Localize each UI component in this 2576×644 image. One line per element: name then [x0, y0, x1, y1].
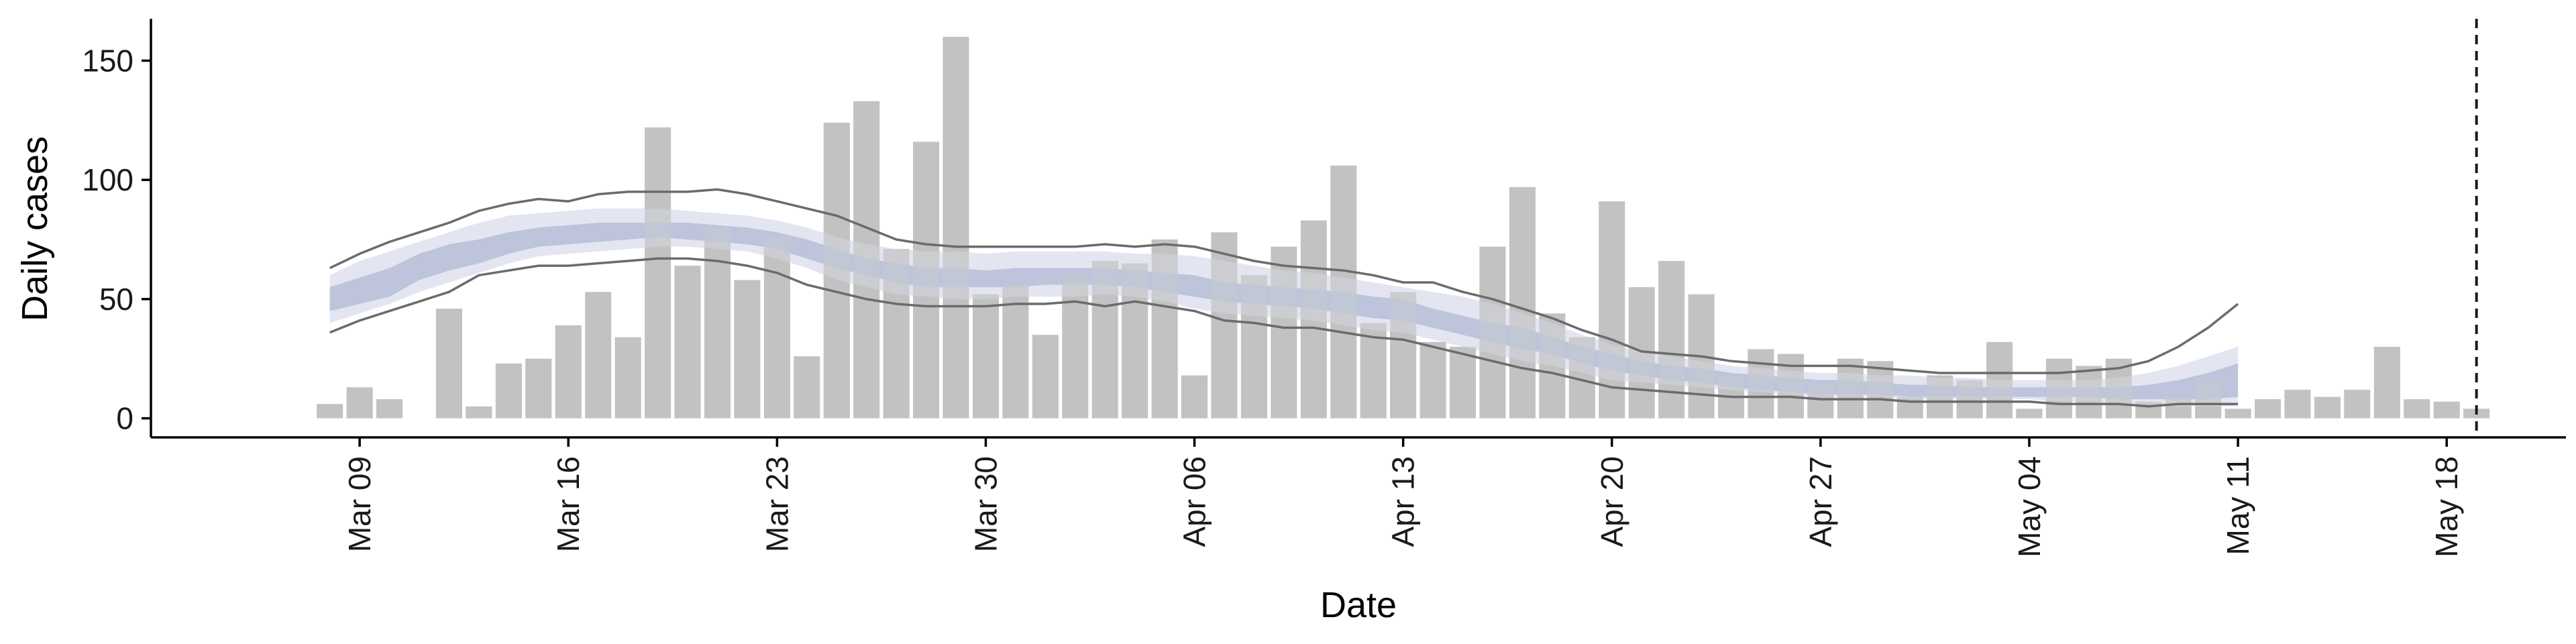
bar-2020-05-14	[2314, 396, 2341, 419]
bar-2020-04-20	[1599, 201, 1625, 419]
x-tick-label: Apr 20	[1595, 456, 1629, 547]
bar-2020-05-09	[2165, 396, 2192, 419]
upper-bound-line	[329, 188, 2239, 374]
bar-2020-04-22	[1658, 261, 1685, 419]
bar-2020-05-03	[1986, 341, 2013, 419]
bar-2020-05-04	[2016, 409, 2043, 419]
x-tick-label: Apr 13	[1386, 456, 1421, 547]
bar-2020-04-18	[1539, 313, 1566, 419]
x-axis-ticks: Mar 09 Mar 16 Mar 23 Mar 30 Apr 06 Apr 13 Apr …	[342, 437, 2464, 557]
y-tick-label: 0	[116, 401, 133, 436]
axes	[150, 19, 2566, 439]
daily-case-bars	[317, 36, 2490, 419]
bar-2020-03-20	[674, 266, 701, 419]
bar-2020-05-17	[2404, 399, 2430, 419]
bar-2020-03-21	[704, 227, 731, 419]
bar-2020-04-14	[1419, 341, 1446, 419]
x-tick-label: Mar 30	[968, 456, 1003, 552]
bar-2020-03-19	[645, 127, 672, 419]
bar-2020-03-15	[525, 358, 552, 419]
y-tick-label: 150	[82, 43, 133, 78]
bar-2020-03-10	[376, 399, 403, 419]
bar-2020-04-01	[1032, 335, 1059, 419]
bar-2020-05-12	[2255, 399, 2282, 419]
bar-2020-04-07	[1211, 232, 1238, 419]
bar-2020-05-13	[2284, 389, 2311, 419]
y-tick-label: 100	[82, 162, 133, 197]
bar-2020-05-18	[2433, 401, 2460, 419]
bar-2020-03-12	[435, 309, 462, 419]
band-overlay	[329, 208, 2239, 407]
x-tick-label: May 11	[2220, 456, 2255, 555]
x-tick-label: Mar 23	[759, 456, 794, 552]
bar-2020-04-06	[1181, 375, 1208, 419]
bar-2020-03-18	[614, 337, 641, 419]
inner-band-overlay	[329, 223, 2239, 400]
x-tick-label: Apr 27	[1803, 456, 1838, 547]
outer-band-overlay	[329, 208, 2239, 407]
bar-2020-03-17	[585, 292, 612, 419]
bar-2020-05-11	[2224, 409, 2251, 419]
bar-2020-05-15	[2344, 389, 2371, 419]
bar-2020-03-08	[317, 404, 343, 419]
bar-2020-04-03	[1091, 261, 1118, 419]
bar-2020-03-24	[794, 356, 820, 419]
bar-2020-03-23	[763, 237, 790, 419]
x-tick-label: Mar 16	[551, 456, 586, 552]
bar-2020-04-10	[1300, 220, 1327, 419]
bar-2020-03-14	[495, 363, 522, 419]
bar-2020-04-09	[1271, 246, 1297, 419]
bar-2020-03-29	[943, 36, 969, 419]
bar-2020-04-05	[1151, 239, 1178, 419]
bar-2020-03-31	[1002, 284, 1029, 419]
bar-2020-05-08	[2135, 401, 2162, 419]
bar-2020-04-02	[1062, 272, 1089, 419]
bar-2020-03-22	[734, 280, 761, 419]
x-axis-title: Date	[1320, 585, 1397, 625]
bar-2020-04-15	[1450, 346, 1477, 419]
bar-2020-03-30	[972, 294, 999, 419]
y-axis-ticks: 0 50 100 150	[82, 43, 151, 436]
bar-2020-03-25	[823, 122, 850, 419]
y-axis-title: Daily cases	[15, 136, 55, 321]
x-tick-label: Apr 06	[1177, 456, 1212, 547]
bar-2020-05-16	[2373, 346, 2400, 419]
bar-2020-04-17	[1509, 186, 1536, 419]
bar-2020-04-04	[1122, 263, 1148, 419]
x-tick-label: May 04	[2012, 456, 2047, 557]
bar-2020-03-16	[555, 325, 582, 419]
x-tick-label: May 18	[2429, 456, 2464, 557]
lower-bound-line	[329, 257, 2239, 408]
x-tick-label: Mar 09	[342, 456, 377, 552]
bar-2020-03-13	[466, 406, 492, 419]
bar-2020-05-02	[1956, 380, 1983, 419]
y-tick-label: 50	[99, 282, 133, 317]
bar-2020-03-09	[346, 387, 373, 419]
estimate-bounds	[329, 188, 2239, 408]
